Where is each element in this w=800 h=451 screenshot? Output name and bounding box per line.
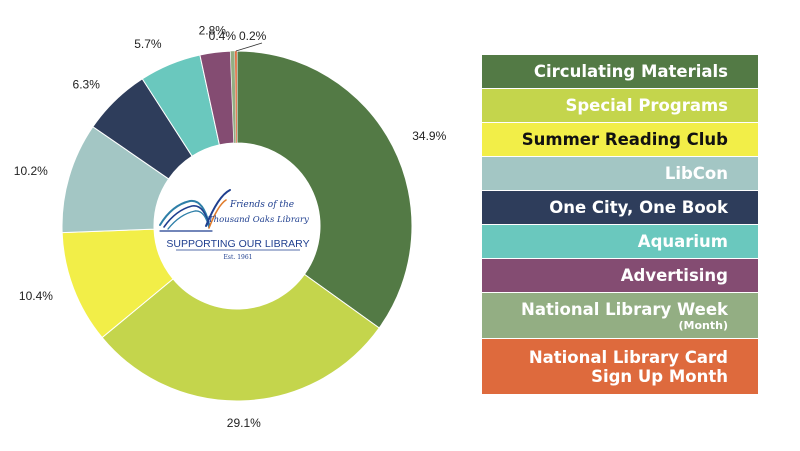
legend-label: Circulating Materials bbox=[533, 62, 728, 81]
data-label-one-city-one-book: 6.3% bbox=[73, 78, 101, 92]
data-label-summer-reading-club: 10.4% bbox=[19, 289, 53, 303]
data-labels: 34.9% 29.1% 10.4% 10.2% 6.3% 5.7% 2.8%0.4% 0.2% bbox=[14, 24, 447, 430]
leader-line-national-library-card-sign-up-month bbox=[235, 42, 263, 52]
data-label-national-library-card-sign-up-month: 0.2% bbox=[239, 29, 267, 43]
legend-label: National Library Card bbox=[528, 347, 728, 367]
leader-lines bbox=[235, 42, 263, 52]
data-label-special-programs: 29.1% bbox=[227, 416, 261, 430]
donut-hole bbox=[154, 143, 320, 309]
slice-national-library-card-sign-up-month bbox=[234, 50, 238, 144]
legend-label: Aquarium bbox=[637, 232, 728, 251]
logo-established: Est. 1961 bbox=[224, 254, 253, 261]
donut-chart: 34.9% 29.1% 10.4% 10.2% 6.3% 5.7% 2.8%0.4% 0.2%… bbox=[14, 24, 447, 430]
logo-line1: Friends of the bbox=[229, 200, 294, 210]
data-label-national-library-week-month: 0.4% bbox=[209, 29, 237, 43]
legend-item-national-library-card-sign-up-month: National Library Card Sign Up Month bbox=[482, 339, 758, 394]
legend-item-aquarium: Aquarium bbox=[482, 225, 758, 258]
legend-item-summer-reading-club: Summer Reading Club bbox=[482, 123, 758, 156]
data-label-circulating-materials: 34.9% bbox=[412, 129, 446, 143]
legend-label: One City, One Book bbox=[549, 198, 728, 217]
legend-label: LibCon bbox=[664, 164, 728, 183]
logo-tagline: SUPPORTING OUR LIBRARY bbox=[166, 238, 309, 250]
legend-item-special-programs: Special Programs bbox=[482, 89, 758, 122]
donut-slices bbox=[61, 50, 413, 402]
data-label-libcon: 10.2% bbox=[14, 164, 48, 178]
legend-label: Advertising bbox=[620, 266, 728, 285]
legend: Circulating Materials Special Programs Sum… bbox=[482, 55, 758, 395]
logo-line2: Thousand Oaks Library bbox=[208, 215, 309, 225]
legend-label: Summer Reading Club bbox=[521, 130, 728, 149]
slice-circulating-materials bbox=[236, 50, 413, 329]
legend-item-circulating-materials: Circulating Materials bbox=[482, 55, 758, 88]
legend-label: Sign Up Month bbox=[591, 366, 728, 386]
legend-label: Special Programs bbox=[565, 96, 728, 115]
book-icon bbox=[159, 189, 231, 232]
legend-item-libcon: LibCon bbox=[482, 157, 758, 190]
legend-item-national-library-week: National Library Week (Month) bbox=[482, 293, 758, 338]
legend-label: National Library Week bbox=[521, 299, 728, 319]
data-label-advertising: 2.8% bbox=[199, 24, 227, 38]
legend-item-one-city-one-book: One City, One Book bbox=[482, 191, 758, 224]
data-label-aquarium: 5.7% bbox=[134, 37, 162, 51]
slice-special-programs bbox=[101, 273, 380, 402]
library-logo: Friends of the Thousand Oaks Library SUP… bbox=[159, 189, 310, 261]
legend-item-advertising: Advertising bbox=[482, 259, 758, 292]
legend-sublabel: (Month) bbox=[678, 318, 728, 332]
